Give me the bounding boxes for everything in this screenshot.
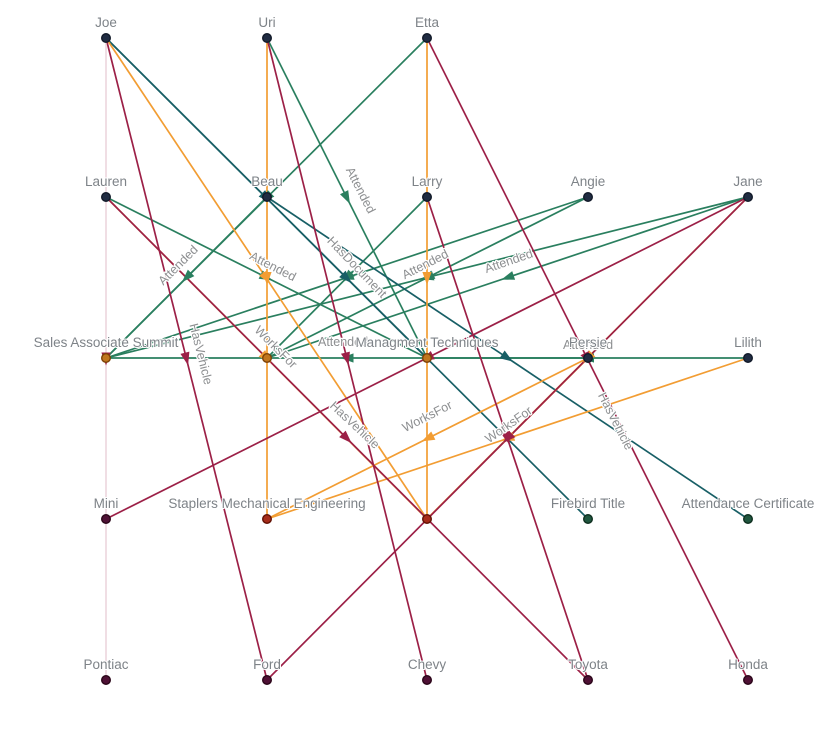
node-label-honda: Honda (728, 657, 768, 672)
node-label-pontiac: Pontiac (83, 657, 128, 672)
arrow-worksfor-etta-company2-icon (422, 272, 432, 285)
node-chevy[interactable] (422, 675, 433, 686)
arrow-attended-beau-sas-icon (181, 269, 195, 283)
node-sas[interactable] (100, 353, 111, 364)
node-label-mini: Mini (94, 496, 119, 511)
node-label-toyota: Toyota (568, 657, 608, 672)
node-event2[interactable] (262, 353, 273, 364)
node-label-firebird: Firebird Title (551, 496, 625, 511)
node-toyota[interactable] (583, 675, 594, 686)
node-label-joe: Joe (95, 15, 117, 30)
node-firebird[interactable] (583, 514, 594, 525)
node-label-sme: Staplers Mechanical Engineering (168, 496, 365, 511)
node-label-sas: Sales Associate Summit (34, 335, 179, 350)
node-company2[interactable] (422, 514, 433, 525)
arrow-hasdocument-joe-firebird-icon (339, 270, 352, 284)
node-pontiac[interactable] (100, 675, 111, 686)
node-angie[interactable] (583, 191, 594, 202)
node-label-persie: Persie (569, 335, 607, 350)
arrow-hasdocument-beau-attcert-icon (499, 350, 513, 362)
node-joe[interactable] (100, 33, 111, 44)
node-sme[interactable] (262, 514, 273, 525)
node-label-ford: Ford (253, 657, 281, 672)
arrow-attended-uri-mt-icon (339, 190, 350, 204)
arrow-worksfor-persie-sme-icon (421, 431, 436, 442)
node-label-uri: Uri (258, 15, 275, 30)
node-label-lilith: Lilith (734, 335, 762, 350)
node-label-larry: Larry (412, 174, 443, 189)
arrow-attended-jane-event2-icon (501, 271, 516, 280)
edge-label-12-hasvehicle: HasVehicle (327, 399, 382, 452)
edge-label-3-attended: Attended (247, 249, 298, 284)
node-honda[interactable] (743, 675, 754, 686)
node-mt[interactable] (422, 353, 433, 364)
node-ford[interactable] (262, 675, 273, 686)
arrow-hasvehicle-joe-ford-icon (180, 351, 190, 366)
node-larry[interactable] (422, 191, 433, 202)
node-etta[interactable] (422, 33, 433, 44)
edge-label-9-attended: Attended (563, 338, 613, 352)
node-beau[interactable] (262, 191, 273, 202)
node-lilith[interactable] (743, 353, 754, 364)
node-attcert[interactable] (743, 514, 754, 525)
node-label-beau: Beau (251, 174, 283, 189)
node-uri[interactable] (262, 33, 273, 44)
arrow-hasvehicle-larry-toyota-icon (501, 430, 510, 445)
node-label-jane: Jane (733, 174, 762, 189)
arrow-hasvehicle-lauren-toyota-icon (339, 430, 352, 444)
arrow-hasvehicle-uri-chevy-icon (340, 351, 350, 366)
node-label-angie: Angie (571, 174, 606, 189)
arrow-worksfor-uri-sme-icon (262, 272, 272, 285)
edge-label-0-attended: Attended (343, 165, 378, 216)
node-label-attcert: Attendance Certificate (682, 496, 815, 511)
node-jane[interactable] (743, 191, 754, 202)
node-persie[interactable] (583, 353, 594, 364)
node-lauren[interactable] (100, 191, 111, 202)
node-label-mt: Managment Techniques (355, 335, 498, 350)
node-label-etta: Etta (415, 15, 440, 30)
node-mini[interactable] (100, 514, 111, 525)
node-label-lauren: Lauren (85, 174, 127, 189)
edge-label-6-worksfor: WorksFor (252, 323, 300, 371)
edge-label-8-attended: Attended (318, 335, 368, 349)
node-label-chevy: Chevy (408, 657, 447, 672)
